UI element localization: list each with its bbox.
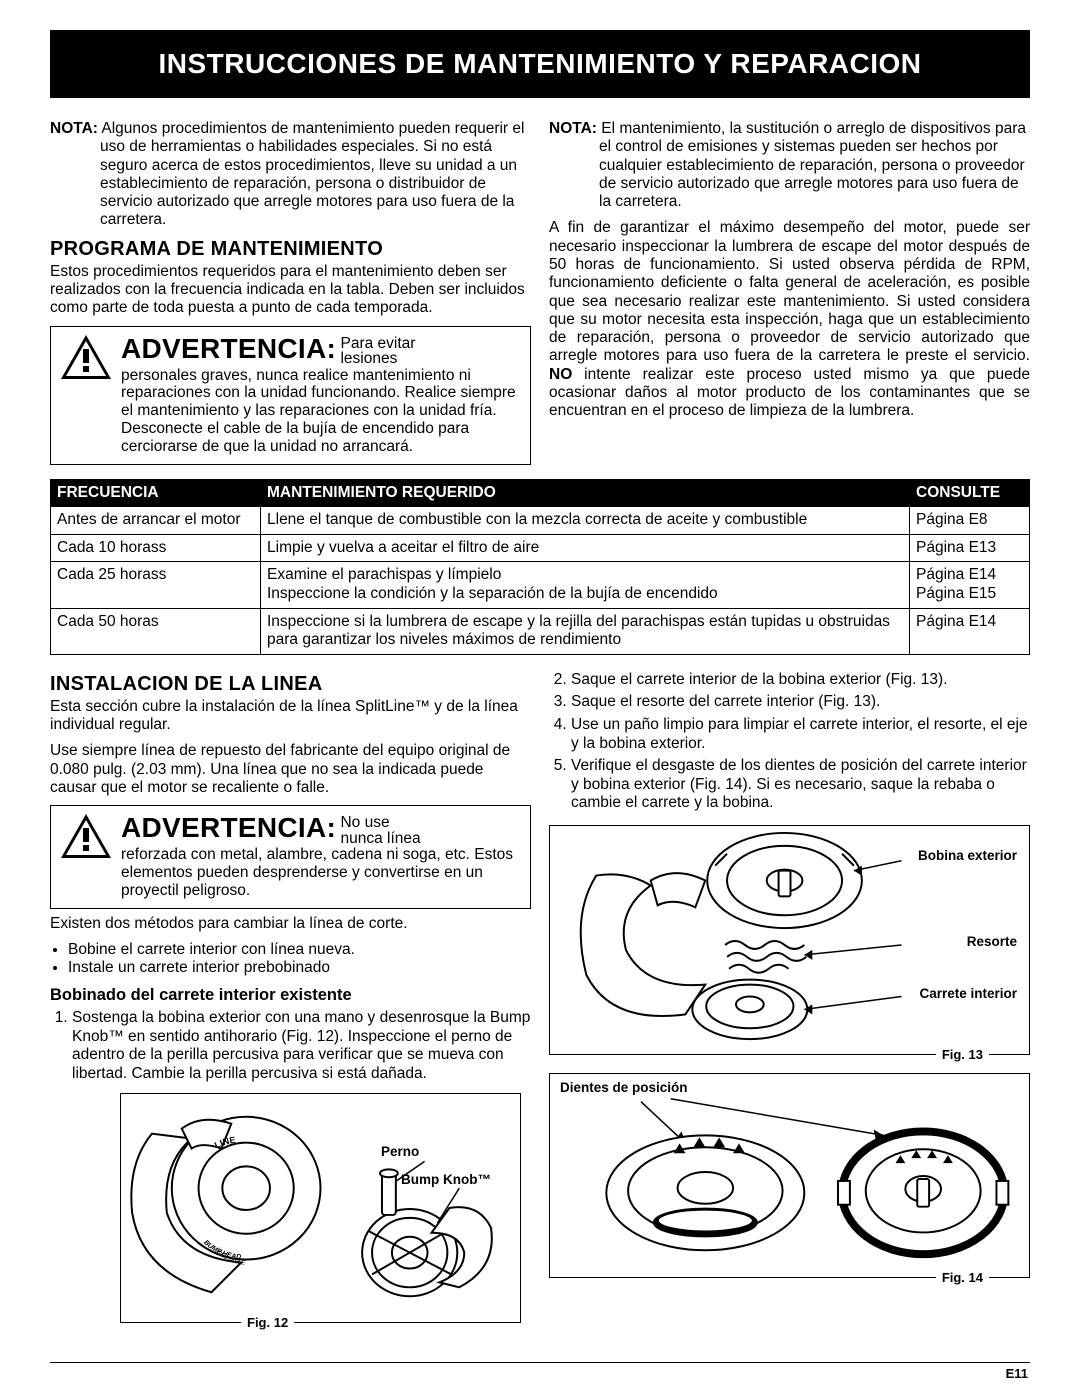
warn1-rest: personales graves, nunca realice manteni… xyxy=(121,367,516,455)
warn2-big: ADVERTENCIA: xyxy=(121,812,336,843)
instalacion-p1: Esta sección cubre la instalación de la … xyxy=(50,698,531,735)
method-bullets: Bobine el carrete interior con línea nue… xyxy=(50,941,531,978)
col-right: NOTA: El mantenimiento, la sustitución o… xyxy=(549,120,1030,465)
lower-columns: INSTALACION DE LA LINEA Esta sección cub… xyxy=(50,667,1030,1324)
fig12-svg: LINE BUMP HEAD REUSABLE xyxy=(121,1094,520,1322)
nota-right: NOTA: El mantenimiento, la sustitución o… xyxy=(549,120,1030,211)
step-5: Verifique el desgaste de los dientes de … xyxy=(571,757,1030,813)
table-row: Antes de arrancar el motor Llene el tanq… xyxy=(51,507,1030,535)
lower-col-left: INSTALACION DE LA LINEA Esta sección cub… xyxy=(50,667,531,1324)
warn1-small: Para evitar lesiones xyxy=(340,336,415,367)
warning-box-2: ADVERTENCIA: No use nunca línea reforzad… xyxy=(50,805,531,908)
warn2-rest: reforzada con metal, alambre, cadena ni … xyxy=(121,846,513,899)
step-1: Sostenga la bobina exterior con una mano… xyxy=(72,1009,531,1083)
left-steps: Sostenga la bobina exterior con una mano… xyxy=(50,1009,531,1083)
fig13-resorte-label: Resorte xyxy=(967,934,1017,949)
figure-13: Bobina exterior Resorte Carrete interior… xyxy=(549,825,1030,1055)
step-2: Saque el carrete interior de la bobina e… xyxy=(571,671,1030,690)
step-4: Use un paño limpio para limpiar el carre… xyxy=(571,716,1030,753)
fig12-perno-label: Perno xyxy=(381,1144,419,1159)
lower-col-right: Saque el carrete interior de la bobina e… xyxy=(549,667,1030,1324)
fig12-label: Fig. 12 xyxy=(241,1315,294,1330)
title-bar: INSTRUCCIONES DE MANTENIMIENTO Y REPARAC… xyxy=(50,30,1030,98)
warning-icon xyxy=(59,812,113,860)
fig12-bump-label: Bump Knob™ xyxy=(401,1172,491,1187)
maintenance-table: FRECUENCIA MANTENIMIENTO REQUERIDO CONSU… xyxy=(50,479,1030,655)
figure-14: Dientes de posición xyxy=(549,1073,1030,1278)
fig13-bobina-label: Bobina exterior xyxy=(918,848,1017,863)
warning-box-1: ADVERTENCIA: Para evitar lesiones person… xyxy=(50,326,531,465)
warning-1-body: ADVERTENCIA: Para evitar lesiones person… xyxy=(121,333,522,456)
bullet-1: Bobine el carrete interior con línea nue… xyxy=(68,941,531,960)
nota-left: NOTA: Algunos procedimientos de mantenim… xyxy=(50,120,531,230)
nota-left-label: NOTA: xyxy=(50,120,98,137)
bottom-rule xyxy=(50,1362,1030,1363)
th-mantenimiento: MANTENIMIENTO REQUERIDO xyxy=(261,479,910,507)
fig14-svg xyxy=(550,1074,1029,1277)
nota-left-text: Algunos procedimientos de mantenimiento … xyxy=(100,120,524,228)
page-title: INSTRUCCIONES DE MANTENIMIENTO Y REPARAC… xyxy=(158,48,921,80)
table-row: Cada 25 horass Examine el parachispas y … xyxy=(51,562,1030,608)
table-header-row: FRECUENCIA MANTENIMIENTO REQUERIDO CONSU… xyxy=(51,479,1030,507)
fig13-carrete-label: Carrete interior xyxy=(919,986,1017,1001)
bullet-2: Instale un carrete interior prebobinado xyxy=(68,959,531,978)
page-number: E11 xyxy=(1006,1366,1028,1381)
bobinado-heading: Bobinado del carrete interior existente xyxy=(50,986,531,1005)
col-left: NOTA: Algunos procedimientos de mantenim… xyxy=(50,120,531,465)
right-paragraph: A fin de garantizar el máximo desempeño … xyxy=(549,219,1030,420)
th-frecuencia: FRECUENCIA xyxy=(51,479,261,507)
upper-columns: NOTA: Algunos procedimientos de mantenim… xyxy=(50,120,1030,465)
programa-intro: Estos procedimientos requeridos para el … xyxy=(50,263,531,318)
instalacion-p2: Use siempre línea de repuesto del fabric… xyxy=(50,742,531,797)
right-steps: Saque el carrete interior de la bobina e… xyxy=(549,671,1030,813)
instalacion-heading: INSTALACION DE LA LINEA xyxy=(50,673,531,696)
warn2-small: No use nunca línea xyxy=(340,815,420,846)
table-row: Cada 10 horass Limpie y vuelva a aceitar… xyxy=(51,534,1030,562)
methods-intro: Existen dos métodos para cambiar la líne… xyxy=(50,915,531,933)
step-3: Saque el resorte del carrete interior (F… xyxy=(571,693,1030,712)
nota-right-label: NOTA: xyxy=(549,120,597,137)
warning-2-body: ADVERTENCIA: No use nunca línea reforzad… xyxy=(121,812,522,899)
fig14-label: Fig. 14 xyxy=(936,1270,989,1285)
fig13-label: Fig. 13 xyxy=(936,1047,989,1062)
programa-heading: PROGRAMA DE MANTENIMIENTO xyxy=(50,238,531,261)
figure-12: LINE BUMP HEAD REUSABLE xyxy=(120,1093,521,1323)
th-consulte: CONSULTE xyxy=(910,479,1030,507)
table-row: Cada 50 horas Inspeccione si la lumbrera… xyxy=(51,608,1030,654)
warning-icon xyxy=(59,333,113,381)
nota-right-text: El mantenimiento, la sustitución o arreg… xyxy=(599,120,1026,210)
fig14-dientes-label: Dientes de posición xyxy=(560,1080,688,1095)
warn1-big: ADVERTENCIA: xyxy=(121,333,336,364)
